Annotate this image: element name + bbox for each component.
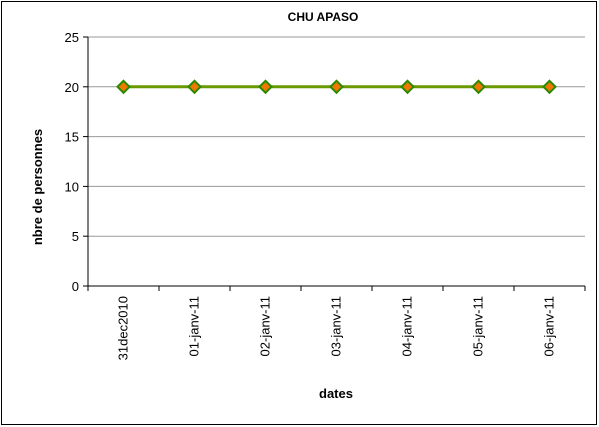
x-axis-title: dates [319,386,353,401]
x-tick-label: 02-janv-11 [258,296,273,356]
x-tick-label: 31dec2010 [116,296,131,360]
data-point-marker [471,79,486,95]
y-tick-labels: 0 5 10 15 20 25 [65,30,79,294]
data-point-marker [329,79,344,95]
y-tick-label: 10 [65,179,79,194]
y-tick-label: 5 [72,229,79,244]
x-tick-label: 05-janv-11 [471,296,486,356]
data-point-marker [116,79,131,95]
y-axis-title: nbre de personnes [30,129,45,245]
x-tick-label: 06-janv-11 [542,296,557,356]
x-tick-label: 01-janv-11 [187,296,202,356]
axes [83,36,586,291]
data-point-marker [400,79,415,95]
gridlines [88,36,585,237]
y-tick-label: 20 [65,80,79,95]
data-point-marker [187,79,202,95]
x-tick-label: 04-janv-11 [400,296,415,356]
data-point-marker [542,79,557,95]
y-tick-label: 15 [65,130,79,145]
series-group [116,79,557,95]
chart-title: CHU APASO [288,10,359,24]
x-tick-label: 03-janv-11 [329,296,344,356]
y-tick-label: 0 [72,279,79,294]
data-point-marker [258,79,273,95]
x-tick-labels: 31dec2010 01-janv-11 02-janv-11 03-janv-11 0… [116,296,557,360]
y-tick-label: 25 [65,30,79,45]
